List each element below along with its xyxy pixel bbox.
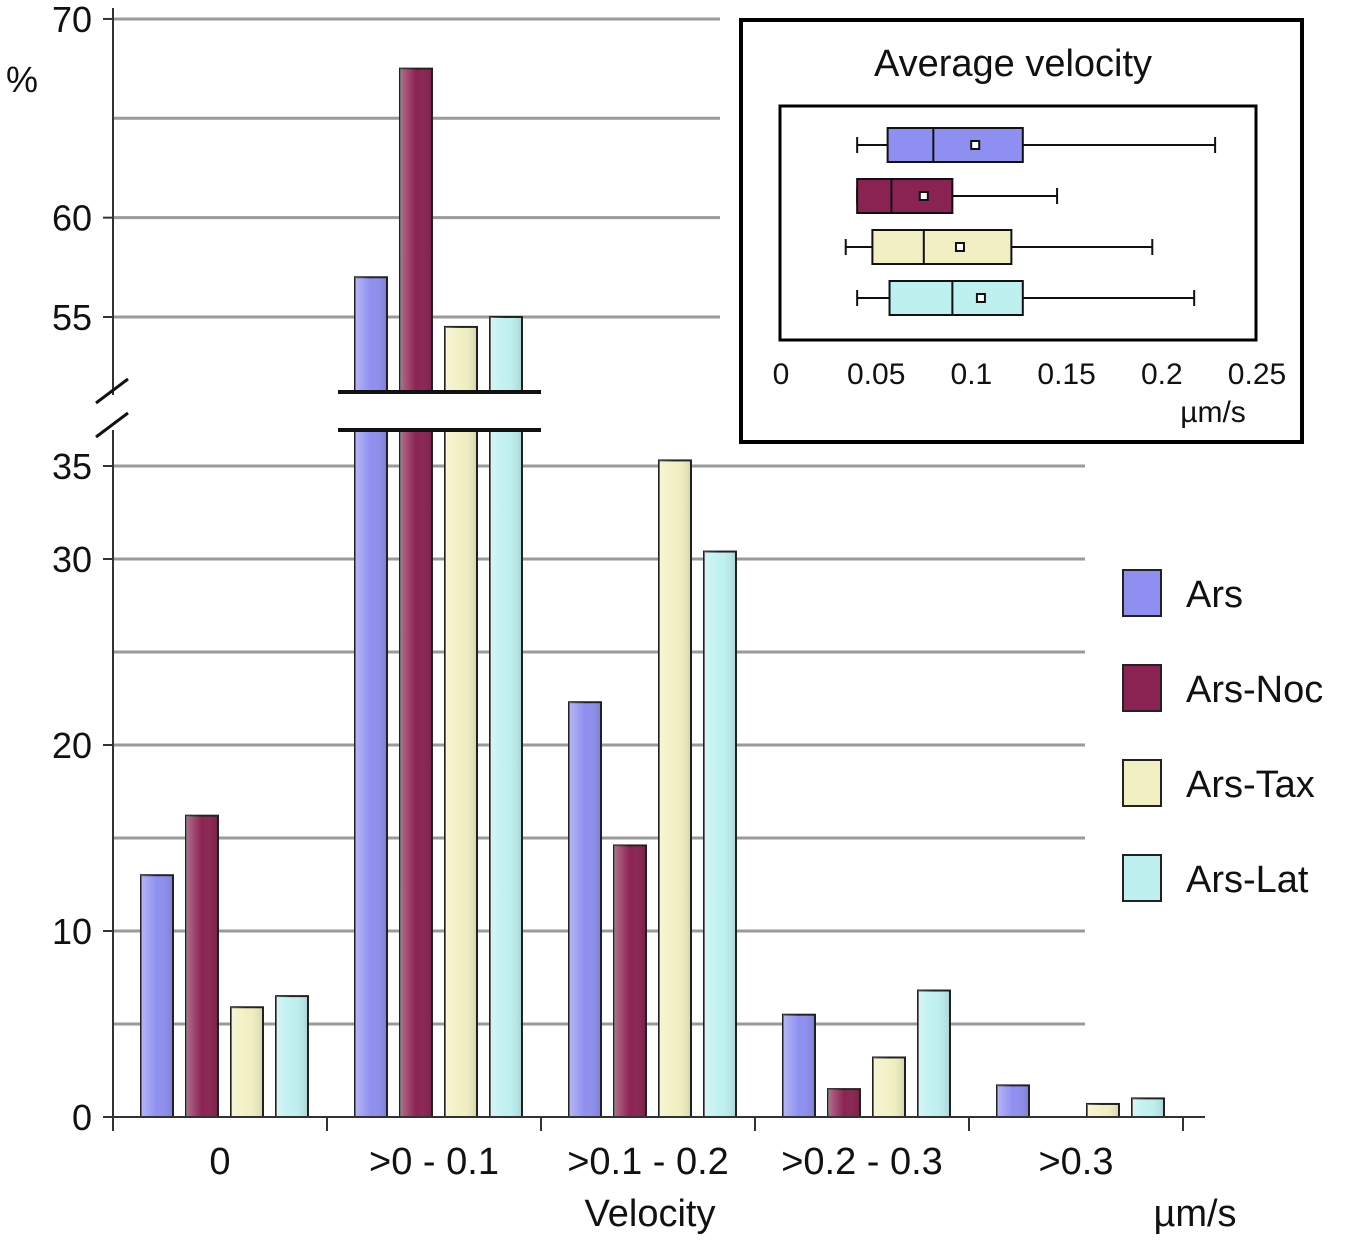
bar-shading (490, 430, 522, 1117)
box-mean-marker (918, 191, 929, 201)
bar-shading (231, 1007, 263, 1117)
y-tick-label: 20 (52, 725, 92, 766)
bar-shading (400, 430, 432, 1117)
y-axis-break-mark (95, 411, 129, 439)
y-tick-labels: 0 10 20 30 35 55 60 70 (52, 0, 113, 1138)
legend-swatch (1122, 569, 1162, 617)
box-mean-marker (954, 242, 965, 252)
box-iqr (888, 280, 1024, 316)
bar-shading (828, 1089, 860, 1117)
inset-tick-label: 0 (773, 358, 790, 391)
y-axis-break-mark (95, 377, 129, 405)
inset-tick-label: 0.15 (1037, 358, 1095, 391)
y-tick-label: 35 (52, 446, 92, 487)
box-iqr (871, 229, 1013, 265)
box-iqr (886, 127, 1024, 163)
bar-shading (1132, 1098, 1164, 1117)
legend-swatch (1122, 759, 1162, 807)
y-tick-label: 55 (52, 297, 92, 338)
x-tick-label: >0 - 0.1 (369, 1141, 499, 1183)
bar-shading (918, 990, 950, 1117)
inset-tick-label: 0.25 (1228, 358, 1286, 391)
x-axis-label: Velocity (585, 1193, 716, 1235)
x-tick-label: >0.3 (1038, 1141, 1113, 1183)
inset-boxes (844, 127, 1217, 316)
bar-shading (355, 430, 387, 1117)
y-tick-label: 0 (72, 1097, 92, 1138)
inset-tick-label: 0.2 (1141, 358, 1183, 391)
inset-title: Average velocity (874, 43, 1152, 85)
legend-swatch (1122, 664, 1162, 712)
bar-shading (445, 430, 477, 1117)
bar-shading (400, 68, 432, 392)
y-axis (95, 8, 129, 1117)
bar-shading (355, 277, 387, 392)
x-tick-label: 0 (209, 1141, 230, 1183)
bar-shading (704, 551, 736, 1117)
x-tick-labels: 0 >0 - 0.1 >0.1 - 0.2 >0.2 - 0.3 >0.3 (112, 1117, 1184, 1183)
legend-label: Ars (1186, 574, 1243, 616)
bar-shading (1087, 1103, 1119, 1117)
bar-shading (445, 326, 477, 392)
inset-average-velocity: Average velocity 0 0.05 0.1 0.15 0.2 0.25 µm/… (739, 18, 1304, 444)
y-tick-label: 70 (52, 0, 92, 40)
bar-series (140, 67, 1165, 1119)
bar-shading (141, 875, 173, 1117)
y-tick-label: 30 (52, 539, 92, 580)
bar-shading (569, 702, 601, 1117)
x-tick-label: >0.2 - 0.3 (781, 1141, 943, 1183)
y-axis-label: % (6, 59, 38, 100)
legend-label: Ars-Tax (1186, 764, 1315, 806)
y-tick-label: 60 (52, 198, 92, 239)
legend: Ars Ars-Noc Ars-Tax Ars-Lat (1122, 569, 1323, 902)
bar-shading (873, 1057, 905, 1117)
legend-label: Ars-Lat (1186, 859, 1309, 901)
bar-shading (186, 815, 218, 1117)
inset-tick-label: 0.05 (847, 358, 905, 391)
inset-tick-labels: 0 0.05 0.1 0.15 0.2 0.25 (773, 358, 1287, 391)
bar-shading (783, 1014, 815, 1117)
axis-break-gap (330, 392, 550, 430)
y-tick-label: 10 (52, 911, 92, 952)
box-mean-marker (975, 293, 986, 303)
box-iqr (856, 178, 954, 214)
x-axis-unit: µm/s (1153, 1193, 1236, 1235)
legend-label: Ars-Noc (1186, 669, 1323, 711)
bar-shading (614, 845, 646, 1117)
bar-shading (659, 460, 691, 1117)
inset-x-axis-label: µm/s (1180, 396, 1246, 429)
x-tick-label: >0.1 - 0.2 (567, 1141, 729, 1183)
bar-shading (490, 317, 522, 392)
inset-tick-label: 0.1 (951, 358, 993, 391)
bar-shading (997, 1085, 1029, 1117)
box-mean-marker (970, 140, 981, 150)
legend-swatch (1122, 854, 1162, 902)
bar-shading (276, 996, 308, 1117)
